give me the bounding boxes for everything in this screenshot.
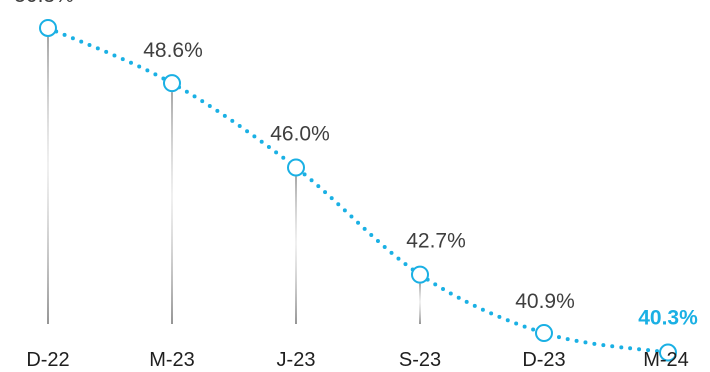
data-point-j-23 (287, 158, 305, 177)
x-axis-tick-labels: D-22 M-23 J-23 S-23 D-23 M-24 (26, 349, 688, 371)
drop-lines (47, 36, 421, 325)
data-label-d-22: 50.3% (14, 0, 74, 7)
drop-line-s-23 (419, 283, 421, 324)
data-point-d-23 (535, 324, 553, 343)
x-tick-j-23: J-23 (277, 349, 316, 371)
drop-line-d-22 (47, 36, 49, 325)
drop-line-m-23 (171, 92, 173, 324)
x-tick-d-23: D-23 (522, 349, 565, 371)
data-point-m-24 (659, 343, 677, 362)
data-label-m-23: 48.6% (143, 39, 203, 62)
x-tick-d-22: D-22 (26, 349, 69, 371)
x-tick-m-24: M-24 (643, 349, 689, 371)
data-label-m-24: 40.3% (638, 307, 698, 330)
data-point-m-23 (163, 74, 181, 93)
data-labels: 50.3% 48.6% 46.0% 42.7% 40.9% 40.3% (14, 0, 698, 330)
data-point-s-23 (411, 265, 429, 284)
data-label-j-23: 46.0% (270, 123, 330, 146)
data-point-d-22 (39, 18, 57, 37)
drop-line-j-23 (295, 176, 297, 324)
x-tick-s-23: S-23 (399, 349, 441, 371)
data-label-d-23: 40.9% (515, 290, 575, 313)
series-line (46, 25, 670, 355)
series-line-path (46, 25, 670, 355)
x-tick-m-23: M-23 (149, 349, 195, 371)
data-label-s-23: 42.7% (406, 230, 466, 253)
data-points (39, 18, 677, 362)
